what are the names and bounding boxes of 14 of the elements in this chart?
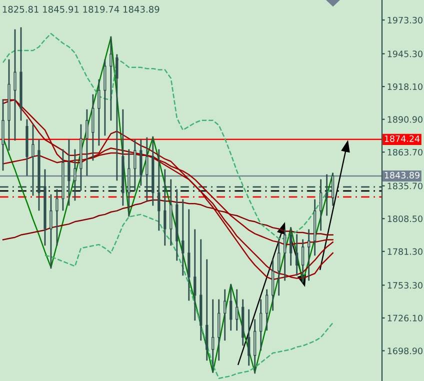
ref-line-label: 1843.89 — [384, 172, 420, 179]
y-tick-label: 1753.30 — [388, 282, 422, 289]
y-tick-label: 1918.10 — [388, 83, 422, 90]
y-tick-label: 1863.70 — [388, 148, 422, 156]
annotation: 1825.81 1845.91 1819.74 1843.89 — [2, 6, 160, 13]
y-tick-label: 1945.30 — [388, 50, 422, 58]
y-tick-label: 1835.70 — [388, 182, 422, 190]
y-tick-label: 1973.30 — [388, 16, 422, 24]
y-tick-label: 1781.30 — [388, 248, 422, 255]
y-tick-label: 1808.50 — [388, 215, 422, 222]
y-tick-label: 1726.10 — [388, 314, 422, 322]
y-tick-label: 1890.90 — [388, 116, 422, 123]
ref-line-label: 1874.24 — [384, 135, 420, 142]
y-tick-label: 1698.90 — [388, 348, 422, 354]
